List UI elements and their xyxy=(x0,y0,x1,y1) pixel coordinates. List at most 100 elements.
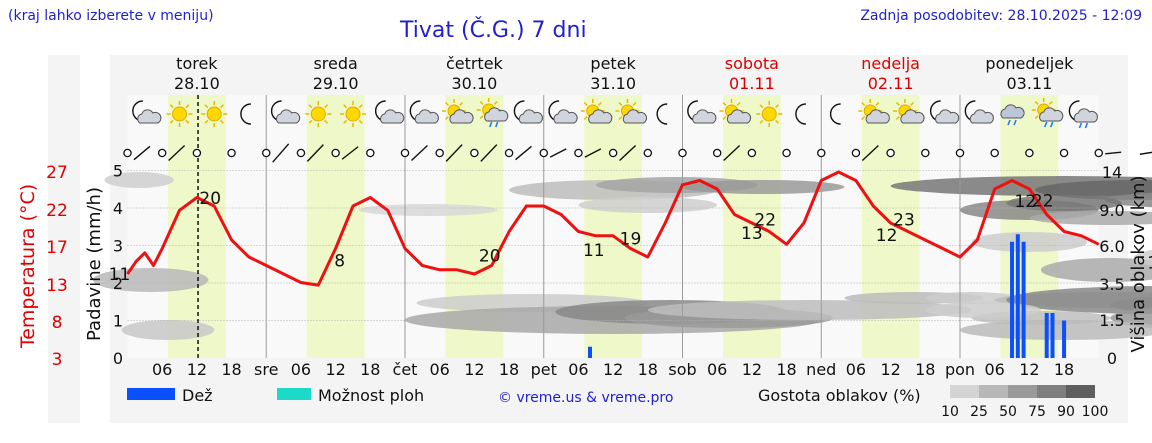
temperature-line xyxy=(126,170,1100,287)
temperature-label: 11 xyxy=(583,241,605,261)
moon-rain-icon xyxy=(1068,100,1098,129)
temp-tick-label: 17 xyxy=(46,238,68,258)
temperature-label: 8 xyxy=(334,252,345,272)
temperature-label: 12 xyxy=(876,226,898,246)
x-tick-label: 12 xyxy=(1019,360,1039,379)
sun-icon xyxy=(756,101,783,127)
cloud-blob xyxy=(358,204,498,216)
wind-calm-icon xyxy=(1059,148,1069,158)
day-name: torek xyxy=(176,54,218,73)
wind-calm-icon xyxy=(296,148,306,158)
wind-calm-icon xyxy=(400,148,410,158)
cloud-blob xyxy=(960,320,1152,340)
x-tick-label: 06 xyxy=(846,360,866,379)
density-swatch xyxy=(1037,385,1066,398)
temperature-label: 12 xyxy=(1015,192,1037,212)
sun-cloud-icon xyxy=(580,99,613,124)
sun-icon xyxy=(201,101,228,127)
x-tick-label: 06 xyxy=(430,360,450,379)
moon-cloud-icon xyxy=(964,100,994,124)
cloud-blob xyxy=(121,320,215,340)
cloud-blob xyxy=(1006,286,1152,314)
wind-barb-icon xyxy=(168,144,186,162)
wind-calm-icon xyxy=(123,148,132,158)
density-value: 10 xyxy=(941,404,959,420)
wind-calm-icon xyxy=(331,148,340,158)
axes: 06 12 18 sre 06 12 18 čet 06 12 18 pet 06 12 18 sob 06 12… xyxy=(17,162,1149,380)
wind-barb-icon xyxy=(410,144,428,162)
wind-calm-icon xyxy=(227,148,236,158)
wind-barb-icon xyxy=(480,144,498,162)
right-axis-label: Višina oblakov (km) xyxy=(1128,175,1149,352)
last-updated: Zadnja posodobitev: 28.10.2025 - 12:09 xyxy=(860,8,1142,24)
x-tick-label: 18 xyxy=(360,360,380,379)
wind-calm-icon xyxy=(886,148,895,158)
temperature-label: 12 xyxy=(1147,254,1152,274)
temp-tick-label: 22 xyxy=(46,201,68,221)
x-tick-label: 18 xyxy=(915,360,935,379)
day-date: 30.10 xyxy=(451,74,497,93)
wind-barb-icon xyxy=(1139,151,1152,155)
day-date: 29.10 xyxy=(313,74,359,93)
moon-cloud-icon xyxy=(270,100,301,124)
updated-prefix: Zadnja posodobitev: xyxy=(860,8,1008,24)
x-day-label: pon xyxy=(945,360,975,379)
temperature-label: 19 xyxy=(620,230,642,250)
moon-cloud-icon xyxy=(548,100,578,124)
density-value: 75 xyxy=(1028,404,1046,420)
precip-bar xyxy=(588,346,592,358)
x-day-label: sre xyxy=(254,360,278,379)
precip-bar xyxy=(1015,234,1020,358)
day-date: 02.11 xyxy=(868,74,914,93)
cloud-blob xyxy=(1133,249,1152,267)
moon-cloud-icon xyxy=(929,100,960,124)
y-tick-label: 1 xyxy=(113,312,123,331)
precip-bar xyxy=(1050,313,1055,358)
wind-calm-icon xyxy=(782,148,791,158)
cloud-blob xyxy=(925,292,1018,304)
wind-calm-icon xyxy=(192,148,202,158)
cloud-blob xyxy=(104,172,174,188)
moon-icon xyxy=(656,103,668,125)
region-hint[interactable]: (kraj lahko izberete v meniju) xyxy=(8,8,214,24)
precip-bar xyxy=(1021,241,1026,358)
x-tick-label: 12 xyxy=(325,360,345,379)
y-tick-label: 2 xyxy=(113,274,123,293)
x-tick-label: 12 xyxy=(742,360,762,379)
wind-calm-icon xyxy=(851,148,861,158)
legend: Dež Možnost ploh © vreme.us & vreme.pro Gos… xyxy=(127,385,1108,420)
x-tick-label: 06 xyxy=(568,360,588,379)
wind-calm-icon xyxy=(574,148,583,158)
day-date: 31.10 xyxy=(590,74,636,93)
wind-calm-icon xyxy=(643,148,653,158)
storm-swatch xyxy=(277,388,311,400)
wind-calm-icon xyxy=(955,148,965,158)
sun-cloud-icon xyxy=(719,99,752,124)
x-tick-label: 18 xyxy=(776,360,796,379)
density-swatch xyxy=(1066,385,1095,398)
x-tick-label: 18 xyxy=(499,360,519,379)
sun-rain-icon xyxy=(1031,98,1064,128)
sun-cloud-icon xyxy=(442,99,474,124)
wind-barb-icon xyxy=(1105,151,1122,155)
grid-lines xyxy=(127,95,1099,358)
temp-tick-label: 13 xyxy=(46,276,68,296)
x-day-label: ned xyxy=(806,360,836,379)
wind-calm-icon xyxy=(261,148,271,158)
cloud-blob xyxy=(92,268,209,292)
sun-rain-icon xyxy=(476,98,509,128)
storm-legend-label: Možnost ploh xyxy=(318,386,424,405)
moon-icon xyxy=(240,103,251,125)
density-legend-label: Gostota oblakov (%) xyxy=(758,386,921,405)
sun-icon xyxy=(305,101,332,127)
moon-icon xyxy=(795,103,806,125)
left-axis-panel xyxy=(48,55,80,423)
density-swatch xyxy=(950,385,979,398)
cloud-blob xyxy=(578,197,718,213)
density-value: 100 xyxy=(1082,404,1109,420)
sun-cloud-icon xyxy=(615,99,648,124)
cloud-blob xyxy=(647,300,972,320)
x-day-label: pet xyxy=(531,360,557,379)
wind-calm-icon xyxy=(921,148,930,158)
temp-tick-label: 27 xyxy=(46,163,68,183)
